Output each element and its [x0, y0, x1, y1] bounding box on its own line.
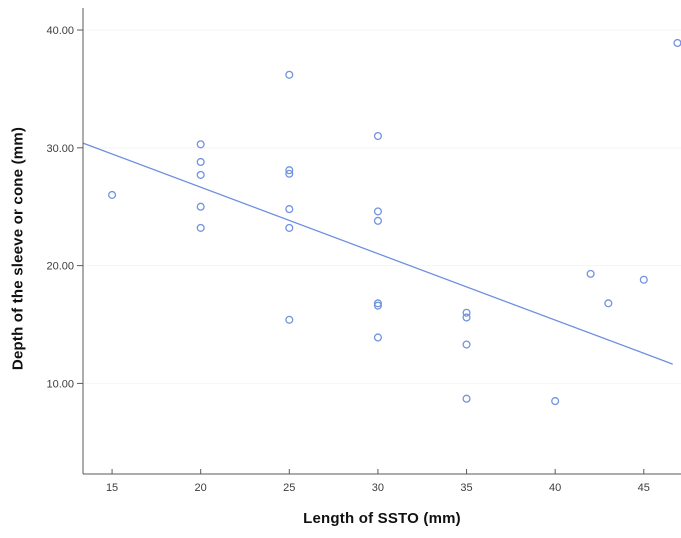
data-point	[196, 202, 205, 211]
data-point	[551, 397, 560, 406]
data-point	[462, 394, 471, 403]
x-tick-label: 40	[549, 482, 561, 494]
data-point	[285, 315, 294, 324]
data-point	[373, 301, 382, 310]
x-tick-label: 20	[195, 482, 207, 494]
data-point	[373, 333, 382, 342]
x-tick-label: 35	[460, 482, 472, 494]
data-point	[462, 313, 471, 322]
y-tick-label: 40.00	[46, 25, 74, 37]
data-point	[586, 269, 595, 278]
y-tick-label: 30.00	[46, 143, 74, 155]
data-point	[285, 169, 294, 178]
data-point	[196, 170, 205, 179]
data-point	[108, 190, 117, 199]
data-point	[285, 223, 294, 232]
data-point	[462, 340, 471, 349]
y-tick-label: 10.00	[46, 378, 74, 390]
data-point	[285, 205, 294, 214]
data-point	[462, 308, 471, 317]
data-point	[373, 299, 382, 308]
x-axis-title: Length of SSTO (mm)	[303, 510, 461, 527]
data-point	[673, 38, 681, 48]
x-tick-label: 15	[106, 482, 118, 494]
data-point	[604, 299, 613, 308]
data-point	[373, 216, 382, 225]
data-point	[373, 131, 382, 141]
data-point	[196, 140, 205, 149]
fit-line	[82, 142, 673, 365]
x-tick-label: 30	[372, 482, 384, 494]
data-point	[285, 70, 294, 79]
data-point	[196, 157, 205, 167]
data-point	[196, 223, 205, 232]
x-tick-label: 25	[283, 482, 295, 494]
data-point	[285, 166, 294, 175]
data-point	[639, 275, 648, 284]
data-point	[373, 207, 382, 216]
x-tick-label: 45	[638, 482, 650, 494]
y-tick-label: 20.00	[46, 261, 74, 273]
